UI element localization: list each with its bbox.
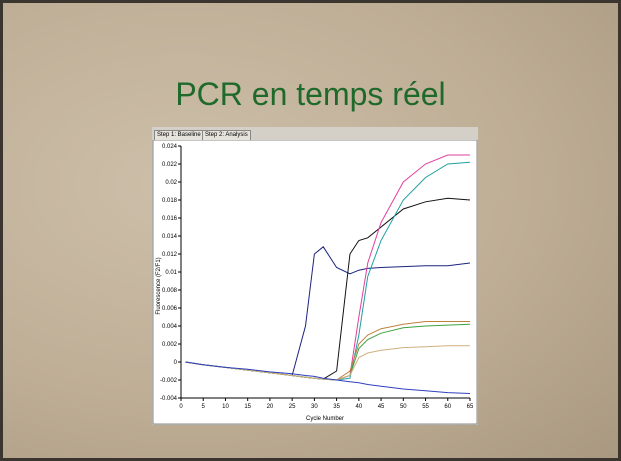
y-tick-label: 0.004	[162, 324, 178, 330]
y-tick-label: -0.002	[160, 378, 178, 384]
x-tick-label: 55	[422, 404, 429, 410]
chart: Fluorescence (F2/F1) Cycle Number -0.004…	[152, 140, 478, 425]
x-tick-label: 0	[179, 404, 183, 410]
x-tick-label: 10	[222, 404, 229, 410]
y-tick-label: 0.012	[162, 252, 178, 258]
tab[interactable]: Step 1: Baseline	[154, 130, 204, 140]
y-tick-label: 0.014	[162, 234, 178, 240]
slide-title: PCR en temps réel	[175, 76, 446, 112]
y-tick-label: 0.008	[162, 288, 178, 294]
data-line	[185, 361, 471, 394]
x-tick-label: 65	[467, 404, 474, 410]
x-tick-label: 40	[356, 404, 363, 410]
x-tick-label: 25	[289, 404, 296, 410]
y-tick-label: 0.016	[162, 216, 178, 222]
x-tick-label: 20	[267, 404, 274, 410]
x-tick-label: 45	[378, 404, 385, 410]
x-tick-label: 35	[333, 404, 340, 410]
y-tick-label: 0.006	[162, 306, 178, 312]
x-tick-label: 5	[202, 404, 206, 410]
plot-background	[152, 140, 478, 425]
y-tick-label: 0.002	[162, 342, 178, 348]
tab[interactable]: Step 2: Analysis	[202, 130, 251, 140]
y-axis-label: Fluorescence (F2/F1)	[156, 257, 162, 314]
x-tick-label: 50	[400, 404, 407, 410]
chart-window: Step 1: Baseline Step 2: Analysis Fluore…	[152, 127, 478, 425]
y-tick-label: 0.01	[165, 270, 177, 276]
y-tick-label: -0.004	[160, 396, 178, 402]
x-axis-label: Cycle Number	[306, 416, 344, 422]
x-tick-label: 60	[444, 404, 451, 410]
x-tick-label: 15	[244, 404, 251, 410]
y-tick-label: 0.018	[162, 198, 178, 204]
y-tick-label: 0	[174, 360, 178, 366]
y-tick-label: 0.02	[165, 180, 177, 186]
y-tick-label: 0.022	[162, 162, 178, 168]
x-tick-label: 30	[311, 404, 318, 410]
y-tick-label: 0.024	[162, 144, 178, 150]
